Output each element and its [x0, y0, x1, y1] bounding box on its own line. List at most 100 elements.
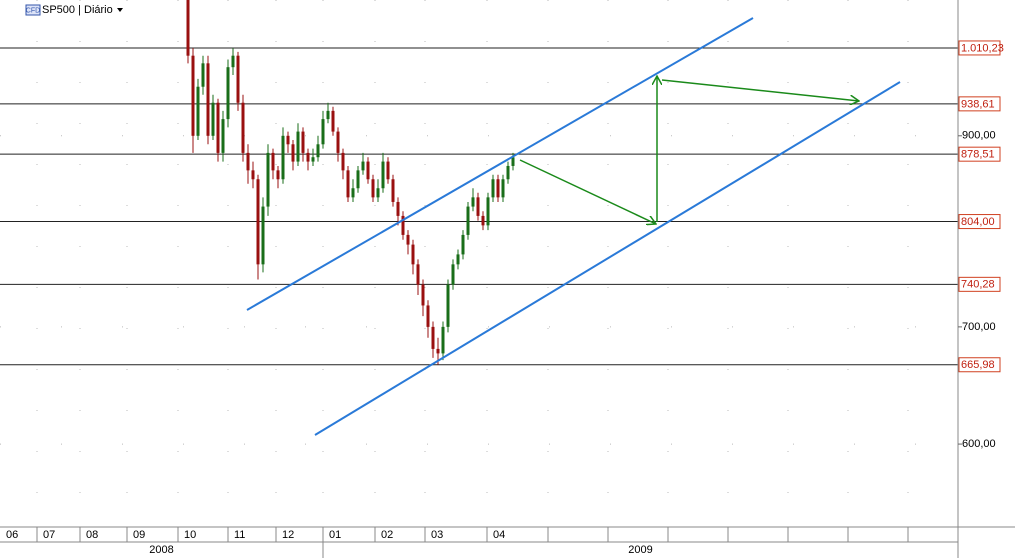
x-tick-label: 12: [282, 529, 294, 541]
y-tick-label: 900,00: [962, 130, 996, 142]
arrow: [519, 159, 656, 224]
candle-body: [366, 161, 370, 180]
candle-body: [451, 264, 455, 285]
candle-body: [406, 234, 410, 245]
candle-body: [221, 119, 225, 153]
badge: CFD: [26, 7, 40, 14]
candle-body: [381, 161, 385, 189]
candle-body: [476, 197, 480, 216]
level-box: [958, 214, 1001, 230]
candle-body: [426, 305, 430, 327]
candle-body: [271, 152, 275, 171]
lower-trendline: [314, 81, 901, 436]
candle-body: [251, 170, 255, 180]
x-tick-label: 09: [133, 529, 145, 541]
candle-body: [226, 67, 230, 120]
candle-body: [326, 110, 330, 120]
candle-body: [401, 215, 405, 235]
candle-body: [421, 284, 425, 306]
candle-body: [506, 165, 510, 180]
chart-title[interactable]: SP500 | Diário: [42, 4, 113, 16]
candle-body: [211, 102, 215, 136]
candle-body: [466, 206, 470, 235]
candle-body: [336, 131, 340, 153]
y-tick-label: 700,00: [962, 321, 996, 333]
candle-body: [396, 201, 400, 216]
candle-body: [386, 161, 390, 180]
arrow: [661, 79, 859, 101]
level-label: 1.010,23: [961, 42, 1004, 54]
level-box: [958, 96, 1001, 112]
x-tick-label: 06: [6, 529, 18, 541]
candle-body: [356, 170, 360, 189]
candle-body: [291, 144, 295, 162]
year-label: 2008: [149, 544, 173, 556]
candle-body: [321, 119, 325, 145]
candle-body: [511, 157, 515, 166]
level-label: 804,00: [961, 216, 995, 228]
candle-body: [281, 135, 285, 180]
upper-trendline: [246, 17, 754, 311]
levels: [0, 47, 958, 366]
level-label: 665,98: [961, 359, 995, 371]
x-tick-label: 08: [86, 529, 98, 541]
level-box: [958, 40, 1001, 56]
candle-body: [216, 102, 220, 153]
dropdown-icon[interactable]: [117, 8, 123, 12]
candle-body: [206, 63, 210, 136]
candle-body: [471, 197, 475, 207]
x-axis: 06 07 08 09 10 11 12 01 02 03 04 2008 2009: [6, 527, 959, 558]
candle-body: [296, 131, 300, 162]
level-box: [958, 357, 1001, 373]
candle-body: [301, 131, 305, 153]
level-label: 740,28: [961, 279, 995, 291]
level-label: 938,61: [961, 98, 995, 110]
candle-body: [306, 152, 310, 162]
x-tick-label: 01: [329, 529, 341, 541]
candle-body: [196, 86, 200, 136]
candle-body: [311, 157, 315, 162]
candle-body: [496, 179, 500, 198]
x-tick-label: 02: [381, 529, 393, 541]
candle-body: [361, 161, 365, 171]
candle-body: [351, 188, 355, 198]
candle-body: [231, 55, 235, 68]
candle-body: [316, 144, 320, 158]
candle-body: [391, 179, 395, 202]
candle-body: [416, 264, 420, 285]
candle-body: [501, 179, 505, 198]
candle-body: [186, 0, 190, 56]
x-tick-label: 10: [184, 529, 196, 541]
candle-body: [331, 110, 335, 132]
year-label: 2009: [628, 544, 652, 556]
candle-body: [276, 170, 280, 180]
x-tick-label: 03: [431, 529, 443, 541]
candles: [186, 0, 515, 365]
y-tick-label: 600,00: [962, 438, 996, 450]
candle-body: [411, 244, 415, 265]
candle-body: [266, 152, 270, 207]
candle-body: [191, 55, 195, 136]
candle-body: [241, 102, 245, 153]
candle-body: [486, 197, 490, 226]
level-box: [958, 276, 1001, 292]
annotations: [246, 17, 901, 436]
candle-body: [246, 152, 250, 171]
candle-body: [341, 152, 345, 171]
candle-body: [441, 326, 445, 354]
candle-body: [481, 215, 485, 226]
candle-body: [446, 284, 450, 327]
candle-body: [286, 135, 290, 145]
candle-body: [256, 179, 260, 265]
candle-body: [346, 170, 350, 198]
candle-body: [261, 206, 265, 265]
candle-body: [376, 188, 380, 198]
x-tick-label: 11: [234, 529, 245, 541]
x-tick-label: 07: [43, 529, 55, 541]
level-label: 878,51: [961, 149, 995, 161]
badge-box: [25, 4, 41, 16]
candle-body: [236, 55, 240, 103]
candle-body: [431, 326, 435, 349]
